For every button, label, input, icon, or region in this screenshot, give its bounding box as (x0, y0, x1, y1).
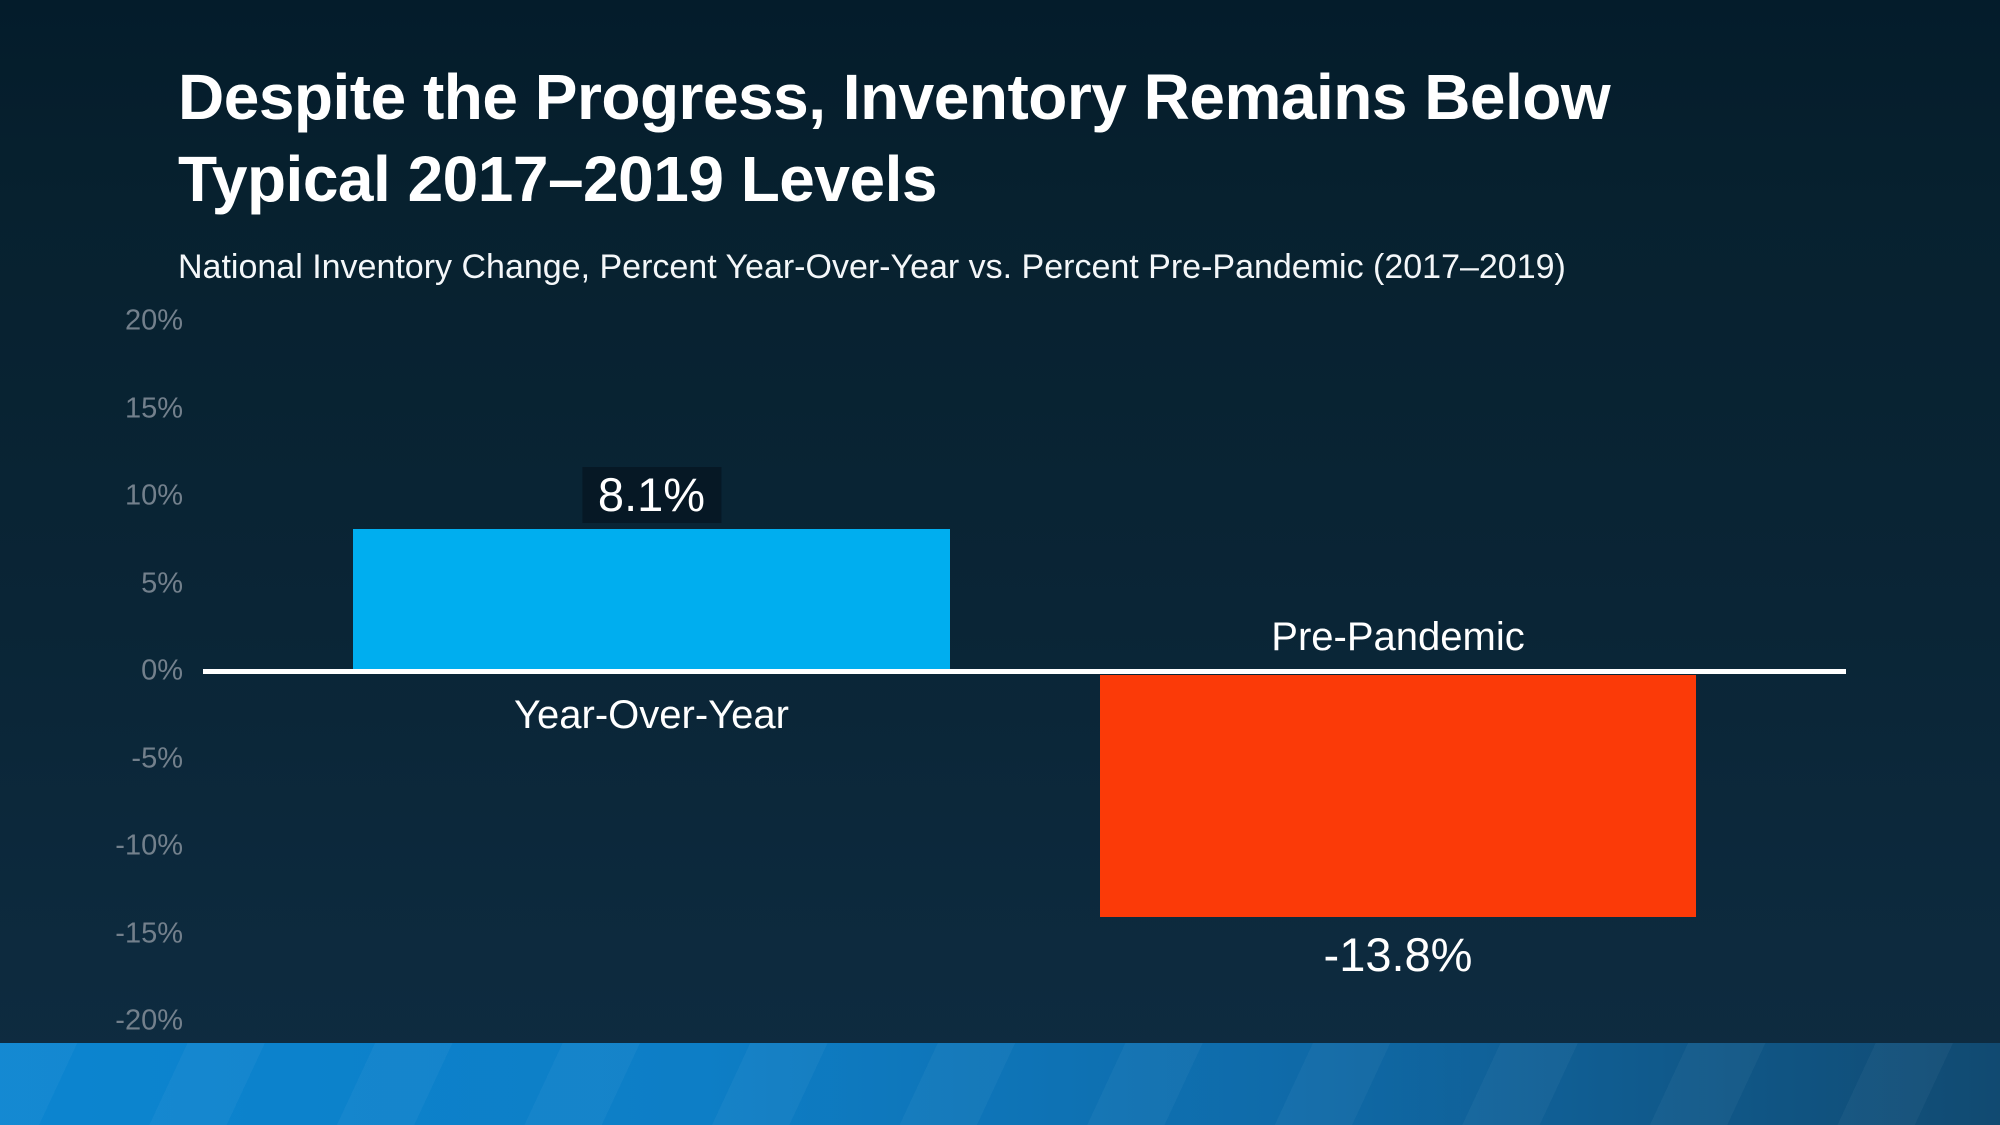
y-axis-tick-label: -15% (115, 917, 183, 949)
value-label: 8.1% (581, 467, 722, 524)
footer-strip: Source: Realtor.com (0, 1043, 2000, 1125)
category-label: Year-Over-Year (514, 693, 789, 737)
y-axis-tick-label: -20% (115, 1004, 183, 1037)
chart-subtitle: National Inventory Change, Percent Year-… (178, 248, 1566, 286)
chart-title-line2: Typical 2017–2019 Levels (178, 143, 937, 215)
value-label: -13.8% (1323, 927, 1473, 981)
chart-title-line1: Despite the Progress, Inventory Remains … (178, 61, 1611, 133)
bar-pre-pandemic (1100, 675, 1696, 917)
zero-axis-line (203, 669, 1846, 674)
category-label: Pre-Pandemic (1271, 615, 1525, 659)
y-axis-tick-label: 20% (124, 304, 183, 337)
chart-title: Despite the Progress, Inventory Remains … (178, 56, 1611, 220)
y-axis-tick-label: 5% (141, 567, 183, 599)
y-axis-tick-label: -10% (115, 829, 183, 862)
y-axis-tick-label: 15% (124, 392, 183, 424)
y-axis-tick-label: 10% (124, 479, 183, 512)
y-axis-tick-label: 0% (141, 654, 183, 687)
y-axis-tick-label: -5% (131, 742, 183, 774)
bar-year-over-year (353, 529, 950, 671)
